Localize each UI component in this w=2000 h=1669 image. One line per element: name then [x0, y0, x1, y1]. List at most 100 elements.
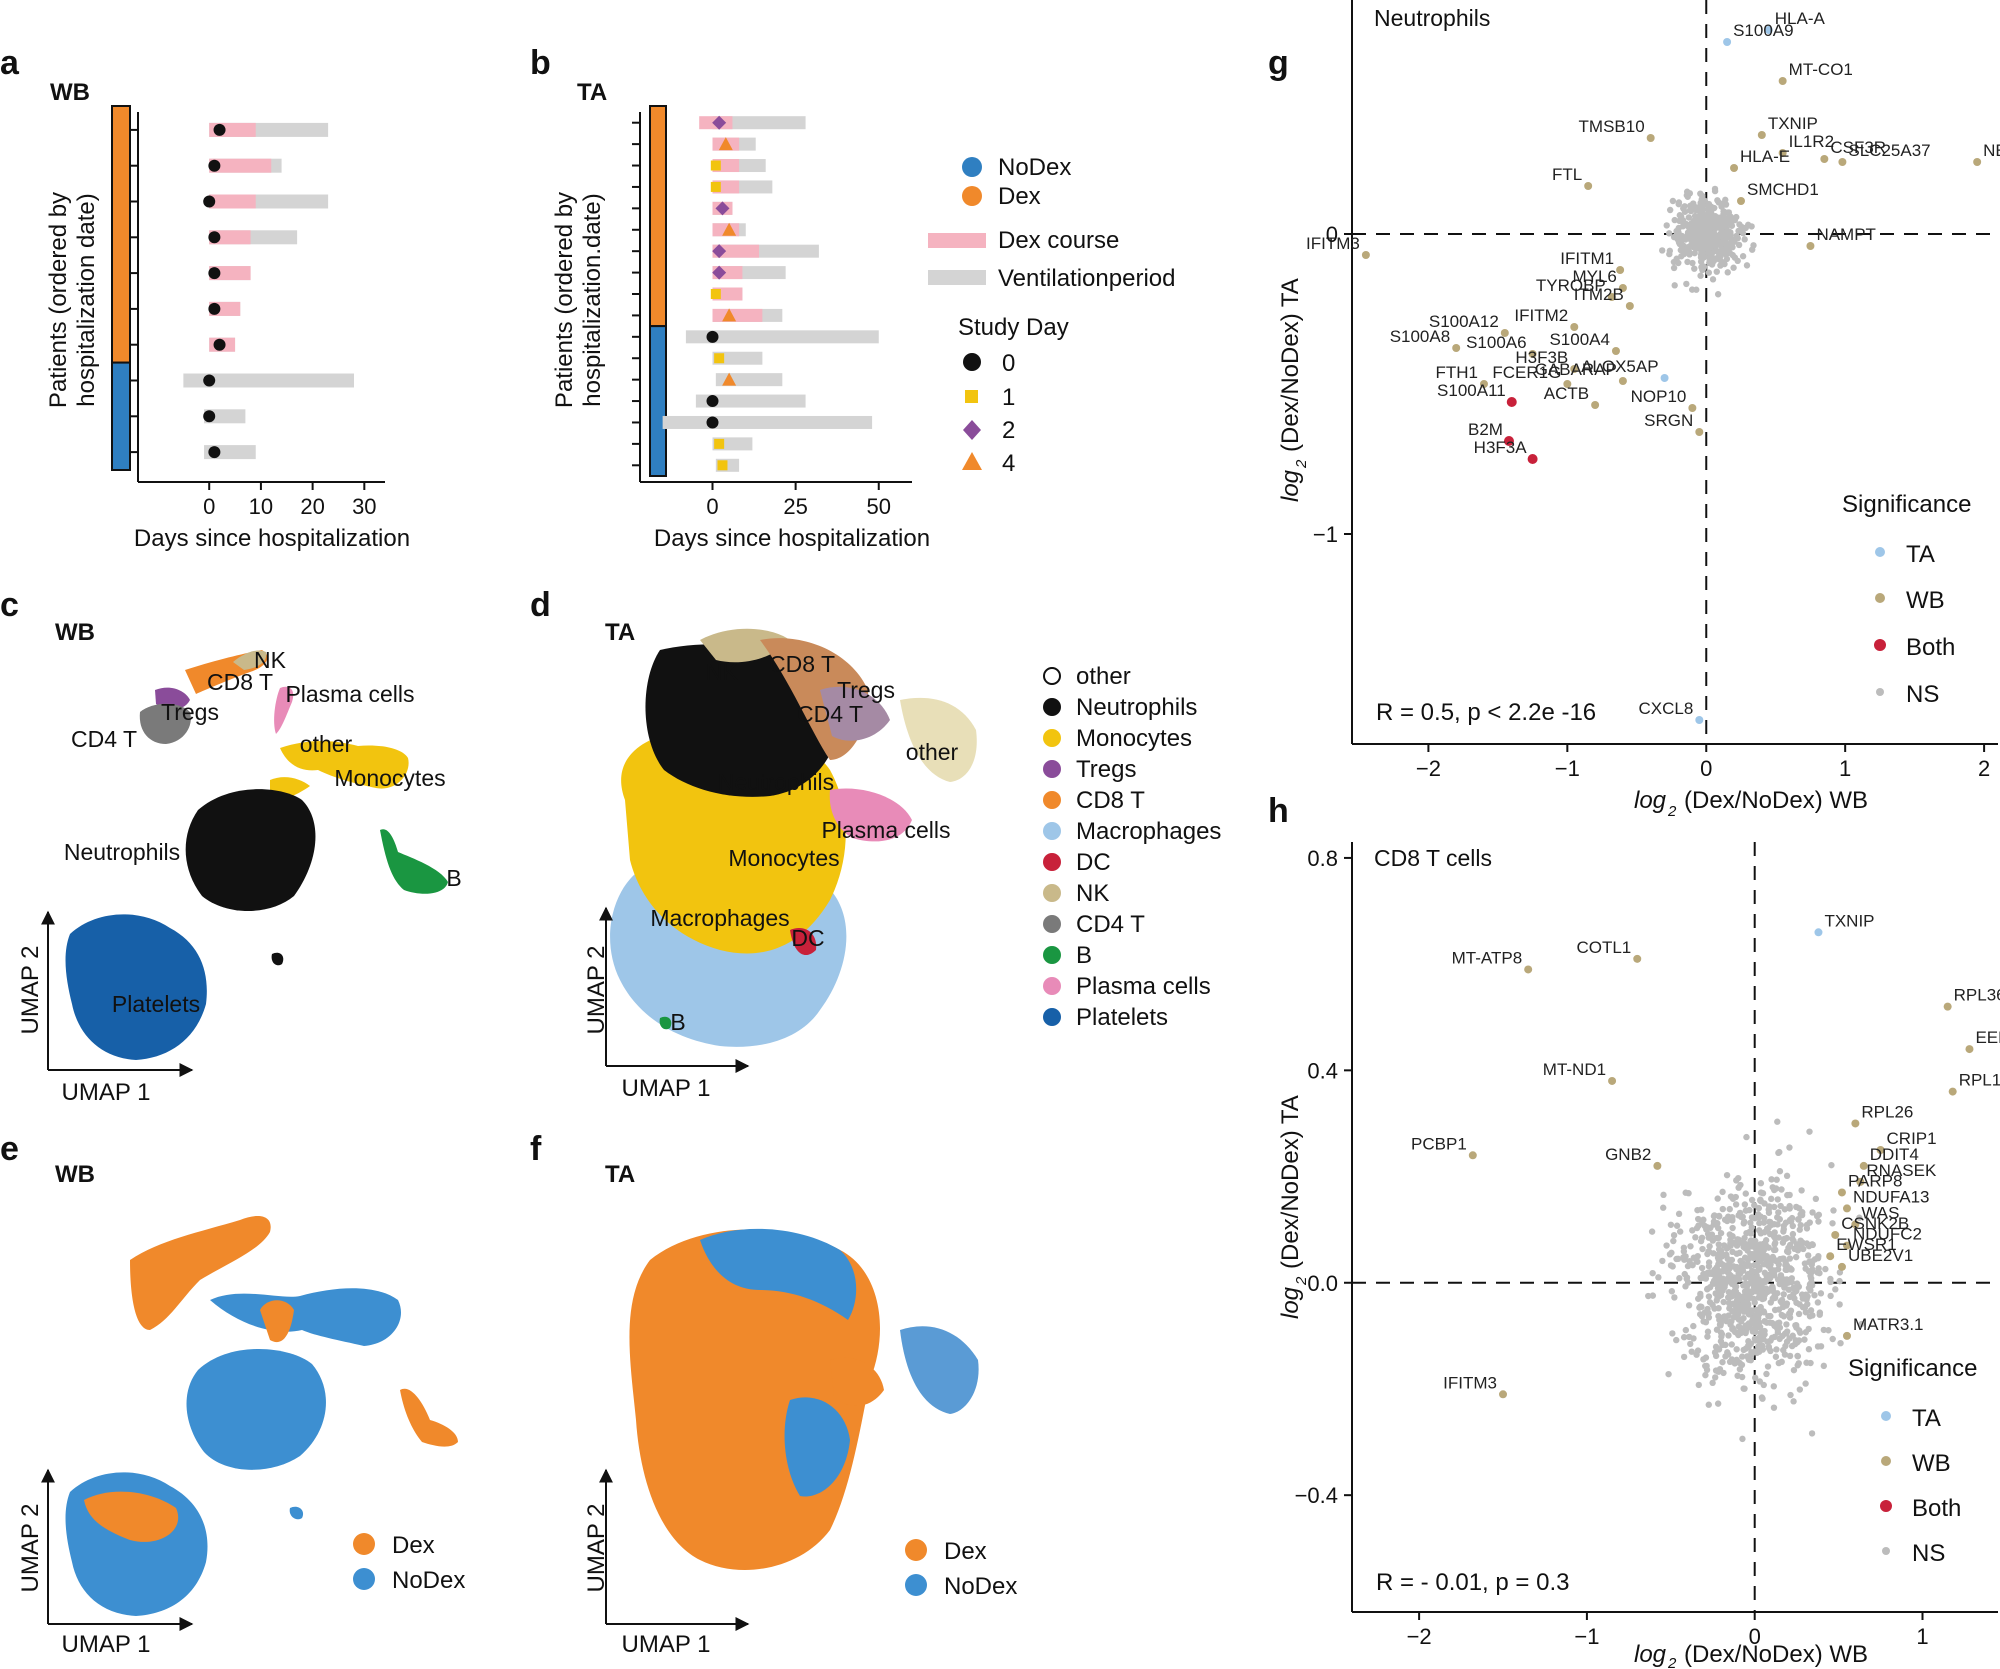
ns-point	[1712, 1290, 1719, 1297]
ns-point	[1797, 1221, 1804, 1229]
legend-nodex-swatch	[962, 157, 982, 177]
g-ns-points	[1659, 185, 1757, 298]
ns-point	[1772, 1353, 1780, 1360]
marker-day0	[213, 338, 226, 351]
ns-point	[1687, 236, 1695, 244]
legend-nodex-label: NoDex	[998, 154, 1071, 181]
ns-point	[1774, 1221, 1781, 1228]
celltype-swatch	[1043, 884, 1061, 902]
d-cluster-plasma	[829, 788, 912, 842]
gene-point	[1616, 266, 1625, 274]
marker-day0	[208, 302, 221, 315]
ns-point	[1713, 1326, 1721, 1333]
ns-point	[1803, 1225, 1811, 1232]
ns-point	[1692, 224, 1699, 231]
ns-point	[1748, 1267, 1756, 1275]
ns-point	[1682, 221, 1689, 229]
umap-panel-e: WB Dex NoDex UMAP 1 UMAP 2	[17, 1161, 465, 1658]
gene-point	[1814, 928, 1823, 937]
ns-point	[1715, 240, 1722, 247]
gene-label: FTH1	[1435, 363, 1478, 382]
f-cluster-nodex-mid	[784, 1397, 850, 1497]
c-cluster-small	[271, 952, 284, 966]
ns-point	[1699, 1245, 1706, 1253]
ns-point	[1705, 1293, 1713, 1300]
ns-point	[1748, 246, 1756, 253]
ns-point	[1674, 1255, 1682, 1263]
ns-point	[1806, 1313, 1814, 1320]
ns-point	[1757, 1303, 1764, 1311]
marker-day0	[203, 195, 216, 208]
ns-point	[1668, 1288, 1676, 1295]
ns-point	[1755, 1204, 1763, 1212]
g-stat: R = 0.5, p < 2.2e -16	[1376, 699, 1596, 726]
ns-point	[1751, 1274, 1759, 1282]
ns-point	[1697, 1206, 1705, 1213]
c-label-other: other	[300, 731, 353, 757]
panel-letter-a: a	[0, 44, 20, 82]
ns-point	[1696, 208, 1704, 215]
ns-point	[1734, 257, 1741, 265]
ns-point	[1820, 1362, 1828, 1370]
ns-point	[1724, 269, 1731, 276]
ns-point	[1774, 1118, 1781, 1125]
ns-point	[1743, 1293, 1751, 1301]
ns-point	[1795, 1360, 1802, 1367]
marker-day1	[710, 160, 721, 171]
e-cluster-plasma	[260, 1300, 294, 1343]
d-label-neutrophils: Neutrophils	[718, 769, 834, 795]
gene-label: H3F3B	[1515, 348, 1568, 367]
ns-point	[1691, 242, 1698, 249]
gene-point	[1948, 1087, 1957, 1096]
celltype-swatch	[1043, 853, 1061, 871]
ns-point	[1805, 1252, 1812, 1259]
ns-point	[1705, 1263, 1713, 1270]
x-tick-label: −1	[1574, 1624, 1599, 1649]
ns-point	[1790, 1284, 1797, 1292]
ns-point	[1680, 1244, 1688, 1251]
legend-day4-label: 4	[1002, 450, 1015, 477]
ns-point	[1711, 214, 1718, 221]
ns-point	[1795, 1283, 1803, 1290]
f-cluster-nodex-top	[700, 1228, 857, 1320]
ns-point	[1786, 1335, 1793, 1342]
ns-point	[1713, 268, 1720, 275]
f-legend-nodex-swatch	[905, 1574, 927, 1596]
ns-point	[1714, 197, 1721, 204]
gene-label: RPL26	[1861, 1102, 1913, 1121]
ns-point	[1666, 206, 1674, 214]
ns-point	[1757, 1180, 1765, 1187]
y-tick-label: 0	[1326, 222, 1338, 247]
ns-point	[1735, 1174, 1742, 1182]
ns-point	[1671, 282, 1678, 289]
ns-point	[1822, 1265, 1829, 1273]
ns-point	[1716, 1213, 1723, 1220]
ns-point	[1807, 1272, 1814, 1280]
celltype-swatch	[1043, 791, 1061, 809]
ns-point	[1748, 1348, 1755, 1356]
ns-point	[1748, 1224, 1756, 1231]
g-ylabel-log: log	[1277, 469, 1304, 502]
ns-point	[1742, 1329, 1749, 1337]
ns-point	[1816, 1269, 1823, 1277]
ns-point	[1727, 1193, 1735, 1200]
ns-point	[1666, 250, 1673, 258]
gene-label: PARP8	[1848, 1171, 1903, 1190]
ns-point	[1754, 1260, 1762, 1267]
dex-bar	[209, 194, 256, 209]
e-legend-dex-label: Dex	[392, 1532, 435, 1559]
ns-point	[1814, 1254, 1822, 1262]
ns-point	[1663, 222, 1670, 229]
gene-label: CRIP1	[1887, 1129, 1937, 1148]
c-cluster-b	[380, 829, 448, 894]
group-bar-nodex	[649, 325, 667, 477]
ns-point	[1755, 1250, 1762, 1257]
panel-a-xlabel: Days since hospitalization	[134, 525, 410, 552]
ns-point	[1729, 1224, 1736, 1232]
ns-point	[1779, 1239, 1787, 1246]
gene-point	[1851, 1220, 1860, 1229]
g-sig-both-swatch	[1874, 639, 1886, 651]
h-sig-ns-label: NS	[1912, 1540, 1945, 1567]
ns-point	[1779, 1332, 1786, 1340]
f-umap1-label: UMAP 1	[622, 1631, 711, 1658]
